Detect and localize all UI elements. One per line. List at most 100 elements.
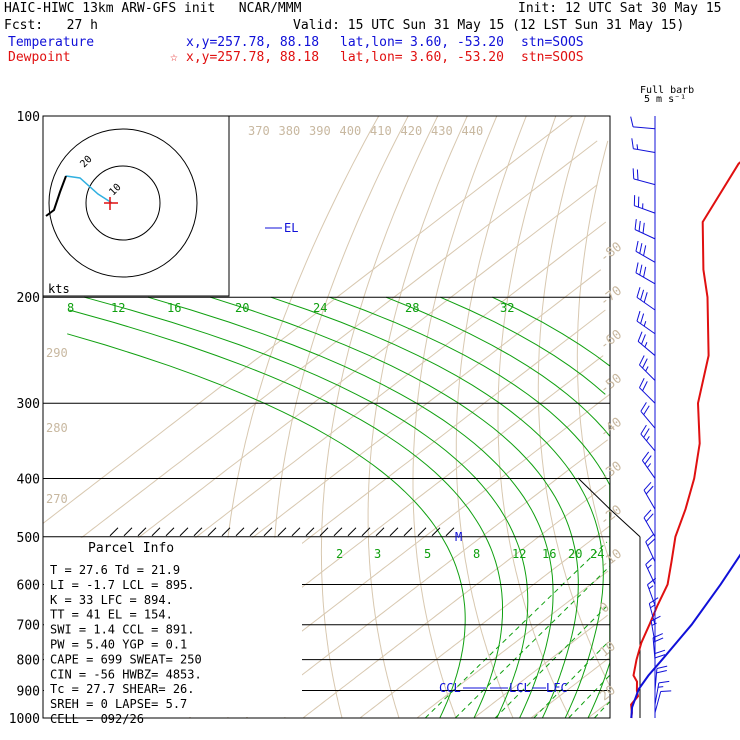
- wind-barb-flag: [649, 597, 659, 604]
- wind-barb-flag: [638, 378, 645, 388]
- hatch-mark: [221, 527, 231, 537]
- parcel-info-row: Tc = 27.7 SHEAR= 26.: [50, 682, 195, 696]
- moist-adiabat-line: [67, 333, 466, 719]
- parcel-info-title: Parcel Info: [88, 541, 174, 556]
- temperature-station: stn=SOOS: [521, 35, 584, 50]
- pressure-tick-label: 500: [17, 531, 40, 546]
- hodograph-units: kts: [48, 282, 70, 296]
- pressure-tick-label: 600: [17, 578, 40, 593]
- hatch-mark: [333, 527, 343, 537]
- wind-barbs: [630, 116, 672, 718]
- wind-barb-flag: [640, 313, 645, 324]
- wind-barb-flag: [650, 615, 661, 622]
- wind-barb-flag: [647, 538, 656, 547]
- moist-adiabat-line: [492, 296, 610, 367]
- mixing-ratio-label: 8: [67, 301, 74, 315]
- wind-barb-staff: [647, 584, 656, 606]
- wind-barb-staff: [635, 250, 656, 263]
- theta-label: 410: [370, 124, 392, 138]
- hodograph-ring: [85, 165, 161, 241]
- parcel-info-row: TT = 41 EL = 154.: [50, 608, 173, 622]
- pressure-tick-label: 400: [17, 472, 40, 487]
- isotherm-line: [43, 140, 598, 567]
- parcel-info-row: K = 33 LFC = 894.: [50, 593, 173, 607]
- pressure-tick-label: 900: [17, 684, 40, 699]
- mixing-ratio-label: 24: [313, 301, 327, 315]
- temperature-profile: [630, 161, 740, 719]
- mixing-ratio-line: [424, 541, 608, 719]
- parcel-box-bg: [44, 537, 302, 717]
- wind-barb-flag: [660, 690, 672, 692]
- hatch-mark: [445, 527, 455, 537]
- wind-barb-flag: [636, 169, 639, 181]
- wind-barb-flag: [643, 481, 652, 491]
- parcel-info-row: LI = -1.7 LCL = 895.: [50, 578, 195, 592]
- lcl-label: LCL: [509, 681, 531, 695]
- wind-barb-flag: [637, 331, 643, 342]
- dry-adiabat-line: [537, 115, 611, 687]
- hatch-mark: [417, 527, 427, 537]
- wind-barb-flag: [656, 665, 668, 670]
- wind-barb-staff: [654, 682, 660, 705]
- isotherm-label: 20: [597, 683, 619, 704]
- dewpoint-legend: Dewpoint: [8, 50, 71, 65]
- theta-label: 420: [401, 124, 423, 138]
- wind-barb-flag: [647, 463, 652, 468]
- wind-barb-flag: [645, 556, 654, 565]
- wind-barb-staff: [643, 489, 656, 510]
- dry-adiabat-line: [455, 115, 527, 719]
- model-title: HAIC-HIWC 13km ARW-GFS init NCAR/MMM: [4, 1, 302, 16]
- hatch-mark: [319, 527, 329, 537]
- wind-barb-flag: [639, 243, 643, 254]
- isotherm-label: 10: [597, 639, 619, 660]
- hatch-mark: [263, 527, 273, 537]
- hatch-mark: [361, 527, 371, 537]
- mixing-ratio-line: [454, 566, 611, 719]
- parcel-info-row: CIN = -56 HWBZ= 4853.: [50, 667, 202, 681]
- mixing-ratio-label: 24: [590, 547, 604, 561]
- wind-barb-flag: [644, 342, 648, 348]
- wind-barb-flag: [636, 287, 641, 298]
- wind-barb-staff: [645, 541, 656, 562]
- wind-barb-flag: [641, 451, 650, 461]
- parcel-info-row: PW = 5.40 YGP = 0.1: [50, 638, 187, 652]
- wind-barb-flag: [650, 604, 656, 609]
- wind-barb-flag: [631, 138, 634, 149]
- wind-barb-staff: [635, 272, 656, 285]
- barb-legend-line2: 5 m s⁻¹: [644, 94, 687, 105]
- pressure-tick-label: 300: [17, 397, 40, 412]
- hatch-mark: [109, 527, 119, 537]
- parcel-profile: [630, 553, 740, 719]
- hatch-mark: [179, 527, 189, 537]
- isotherm-label: -40: [597, 415, 625, 441]
- wind-barb-flag: [645, 366, 649, 372]
- wind-barb-flag: [647, 564, 652, 569]
- moist-adiabat-line: [329, 296, 611, 719]
- wind-barb-flag: [635, 262, 639, 273]
- hatch-mark: [235, 527, 245, 537]
- pressure-tick-label: 1000: [9, 712, 40, 727]
- parcel-info-row: T = 27.6 Td = 21.9: [50, 563, 180, 577]
- mixing-ratio-line: [494, 605, 608, 719]
- hatch-mark: [207, 527, 217, 537]
- wind-barb-flag: [641, 334, 646, 345]
- wind-barb-staff: [640, 433, 656, 452]
- wind-barb-flag: [640, 402, 647, 412]
- mixing-ratio-label: 20: [568, 547, 582, 561]
- wind-barb-flag: [647, 577, 657, 586]
- mixing-ratio-label: 5: [424, 547, 431, 561]
- pressure-tick-label: 700: [17, 619, 40, 634]
- hatch-mark: [277, 527, 287, 537]
- moist-adiabat-line: [69, 309, 503, 719]
- wind-barb-flag: [643, 245, 647, 256]
- wind-barb-flag: [630, 116, 634, 127]
- isotherm-line: [473, 614, 608, 719]
- mixing-ratio-label: 12: [512, 547, 526, 561]
- hatch-mark: [305, 527, 315, 537]
- wind-barb-flag: [634, 219, 637, 230]
- parcel-info-row: CELL = 092/26: [50, 712, 144, 726]
- temperature-xy: x,y=257.78, 88.18: [186, 35, 320, 50]
- hodograph-ring: [48, 128, 198, 278]
- theta-label: 270: [46, 492, 68, 506]
